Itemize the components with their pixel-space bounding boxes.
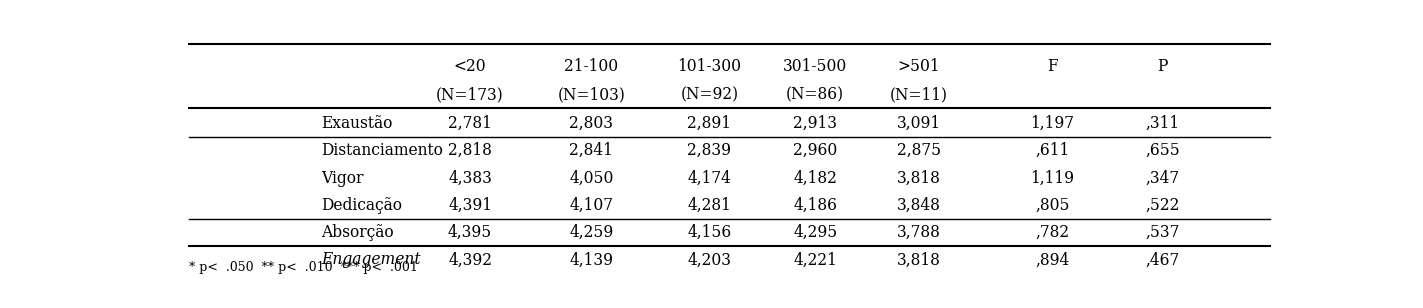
Text: ,655: ,655 [1146,142,1180,159]
Text: 2,818: 2,818 [448,142,492,159]
Text: 4,186: 4,186 [793,197,837,214]
Text: 4,203: 4,203 [687,251,731,268]
Text: 4,107: 4,107 [569,197,613,214]
Text: ,894: ,894 [1036,251,1070,268]
Text: 101-300: 101-300 [677,58,741,75]
Text: 1,197: 1,197 [1030,115,1074,132]
Text: 2,891: 2,891 [687,115,731,132]
Text: 2,839: 2,839 [687,142,731,159]
Text: 4,295: 4,295 [793,224,837,241]
Text: Dedicação: Dedicação [322,197,403,214]
Text: 2,960: 2,960 [793,142,837,159]
Text: F: F [1047,58,1057,75]
Text: ,311: ,311 [1146,115,1180,132]
Text: (N=86): (N=86) [787,87,844,103]
Text: 4,281: 4,281 [687,197,731,214]
Text: 4,392: 4,392 [448,251,492,268]
Text: 2,803: 2,803 [569,115,613,132]
Text: 301-500: 301-500 [783,58,848,75]
Text: * p<  .050  ** p<  .010  *** p<  .001: * p< .050 ** p< .010 *** p< .001 [189,261,418,274]
Text: 1,119: 1,119 [1030,170,1074,187]
Text: 3,091: 3,091 [896,115,941,132]
Text: (N=11): (N=11) [889,87,948,103]
Text: 4,174: 4,174 [687,170,731,187]
Text: 3,848: 3,848 [896,197,941,214]
Text: 4,259: 4,259 [569,224,613,241]
Text: ,537: ,537 [1146,224,1180,241]
Text: 2,913: 2,913 [793,115,837,132]
Text: ,805: ,805 [1035,197,1070,214]
Text: P: P [1157,58,1168,75]
Text: 4,139: 4,139 [569,251,613,268]
Text: 4,383: 4,383 [448,170,492,187]
Text: ,347: ,347 [1146,170,1180,187]
Text: 2,875: 2,875 [896,142,941,159]
Text: ,522: ,522 [1146,197,1180,214]
Text: 4,050: 4,050 [569,170,613,187]
Text: 3,788: 3,788 [896,224,941,241]
Text: 3,818: 3,818 [896,251,941,268]
Text: 4,391: 4,391 [448,197,492,214]
Text: 4,182: 4,182 [794,170,837,187]
Text: Distanciamento: Distanciamento [322,142,443,159]
Text: 4,221: 4,221 [794,251,837,268]
Text: 4,395: 4,395 [448,224,492,241]
Text: 2,781: 2,781 [448,115,492,132]
Text: 3,818: 3,818 [896,170,941,187]
Text: (N=173): (N=173) [437,87,504,103]
Text: ,782: ,782 [1036,224,1070,241]
Text: 4,156: 4,156 [687,224,731,241]
Text: (N=103): (N=103) [558,87,625,103]
Text: ,611: ,611 [1036,142,1070,159]
Text: Absorção: Absorção [322,224,394,241]
Text: Vigor: Vigor [322,170,364,187]
Text: >501: >501 [898,58,941,75]
Text: ,467: ,467 [1146,251,1180,268]
Text: Exaustão: Exaustão [322,115,393,132]
Text: 2,841: 2,841 [569,142,613,159]
Text: Engagement: Engagement [322,251,421,268]
Text: (N=92): (N=92) [680,87,739,103]
Text: <20: <20 [454,58,487,75]
Text: 21-100: 21-100 [565,58,619,75]
